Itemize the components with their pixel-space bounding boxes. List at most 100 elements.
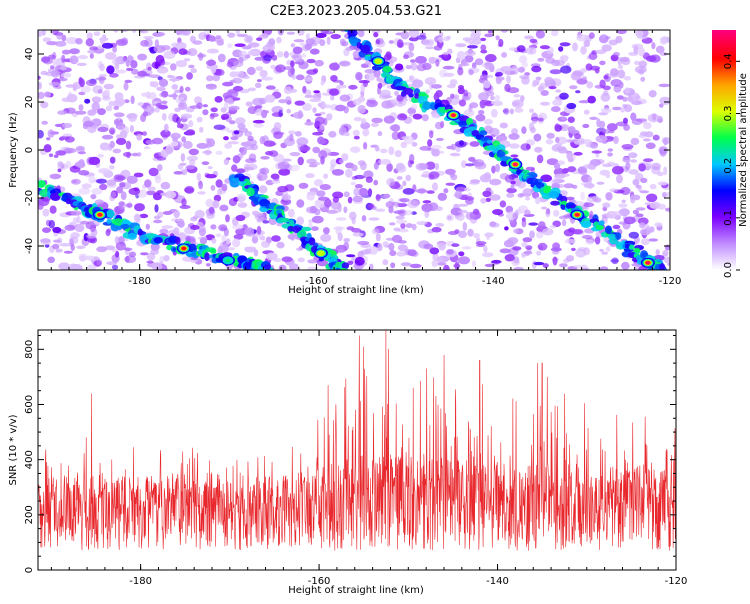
spectrogram-cell [583,164,596,169]
spectrogram-cell [167,94,179,98]
spectrogram-cell [112,148,122,154]
spectrogram-cell [537,57,545,62]
spectrogram-cell [571,247,576,252]
spectrogram-cell [58,262,71,270]
spectrogram-hotspot [97,213,102,217]
spectrogram-cell [571,229,583,235]
spectrogram-cell [454,190,463,199]
spectrogram-cell [137,53,148,61]
spectrogram-cell [483,245,488,253]
spectrogram-cell [618,203,628,208]
spectrogram-panel: -180 -160 -140 -120 -40 -20 0 20 40 Height of st… [8,29,681,296]
spectrogram-cell [446,84,456,89]
spectrogram-cell [302,85,307,94]
spectrogram-cell [475,114,486,122]
spectrogram-cell [494,94,500,102]
spectrogram-cell [370,122,379,127]
spectrogram-cell [96,246,107,253]
spectrogram-cell [326,209,339,214]
spectrogram-cell [353,187,360,197]
spectrogram-cell [307,266,318,270]
spectrogram-cell [86,264,97,270]
spectrogram-cell [377,131,383,137]
spectrogram-cell [462,221,468,231]
spectrogram-cell [655,45,665,54]
spectrogram-cell [188,64,195,69]
spectrogram-cell [109,156,116,164]
spectrogram-cell [108,100,116,107]
spectrogram-cell [581,235,593,239]
spectrogram-cell [208,35,216,42]
spectrogram-cell [105,105,113,112]
spectrogram-cell [120,30,129,33]
spectrogram-cell [437,192,447,201]
spectrogram-cell [483,80,491,89]
spectrogram-cell [599,169,611,176]
spectrogram-cell [175,42,187,50]
spectrogram-cell [426,190,435,194]
spectrogram-cell [153,219,163,224]
spectrogram-cell [611,211,622,220]
spectrogram-cell [244,246,257,250]
snr-panel: -180 -160 -140 -120 0 200 400 600 800 Height of … [8,329,687,596]
spectrogram-cell [153,31,166,37]
spectrogram-cell [541,206,548,210]
spectrogram-cell [506,192,515,198]
spectrogram-cell [154,175,162,184]
spectrogram-cell [218,224,228,232]
spectrogram-cell [332,196,339,203]
spectrogram-cell [657,115,663,124]
spectrogram-cell [302,103,312,111]
spectrogram-cell [374,146,380,152]
spectrogram-cell [628,244,635,250]
spectrogram-cell [608,39,618,46]
spectrogram-cell [618,208,630,217]
spectrogram-cell [643,158,654,163]
spectrogram-cell [551,106,561,113]
spectrogram-cell [201,161,210,166]
spectrogram-cell [261,240,270,248]
spectrogram-cell [583,183,595,189]
spectrogram-cell [615,35,623,44]
spectrogram-cell [552,256,558,266]
spectrogram-cell [654,222,663,228]
spectrogram-cell [428,171,440,180]
spectrogram-cell [651,162,661,171]
spectrogram-cell [210,224,217,230]
spectrogram-cell [559,263,568,268]
spectrogram-cell [601,128,611,134]
spectrogram-cell [630,137,640,146]
spectrogram-cell [645,55,657,62]
spectrogram-cell [484,61,492,70]
spectrogram-cell [422,95,428,103]
spectrogram-cell [113,30,119,33]
spectrogram-cell [403,87,414,95]
spectrogram-cell [206,140,211,149]
spectrogram-cell [524,209,531,215]
spectrogram-cell [42,227,51,234]
spectrogram-cell [202,104,208,108]
spectrogram-cell [46,41,58,46]
spectrogram-cell [659,263,665,270]
spectrogram-cell [503,239,515,248]
spectrogram-cell [354,184,363,189]
spectrogram-cell [290,60,295,68]
spectrogram-cell [373,179,379,186]
spectrogram-cell [286,108,292,114]
spectrogram-cell [146,252,156,261]
spectrogram-cell [450,207,463,216]
spectrogram-cell [554,173,566,179]
spectrogram-cell [89,53,94,59]
spectrogram-cell [137,70,148,77]
spectrogram-cell [74,223,85,233]
spectrogram-cell [297,30,305,36]
spectrogram-cell [278,109,283,118]
spectrogram-cell [459,140,464,146]
spectrogram-cell [463,109,475,117]
spectrogram-cell [499,200,507,208]
spectrogram-cell [75,145,85,151]
spectrogram-cell [276,36,282,44]
spectrogram-cell [617,57,622,66]
spectrogram-cell [605,225,612,234]
spectrogram-cell [148,74,161,78]
